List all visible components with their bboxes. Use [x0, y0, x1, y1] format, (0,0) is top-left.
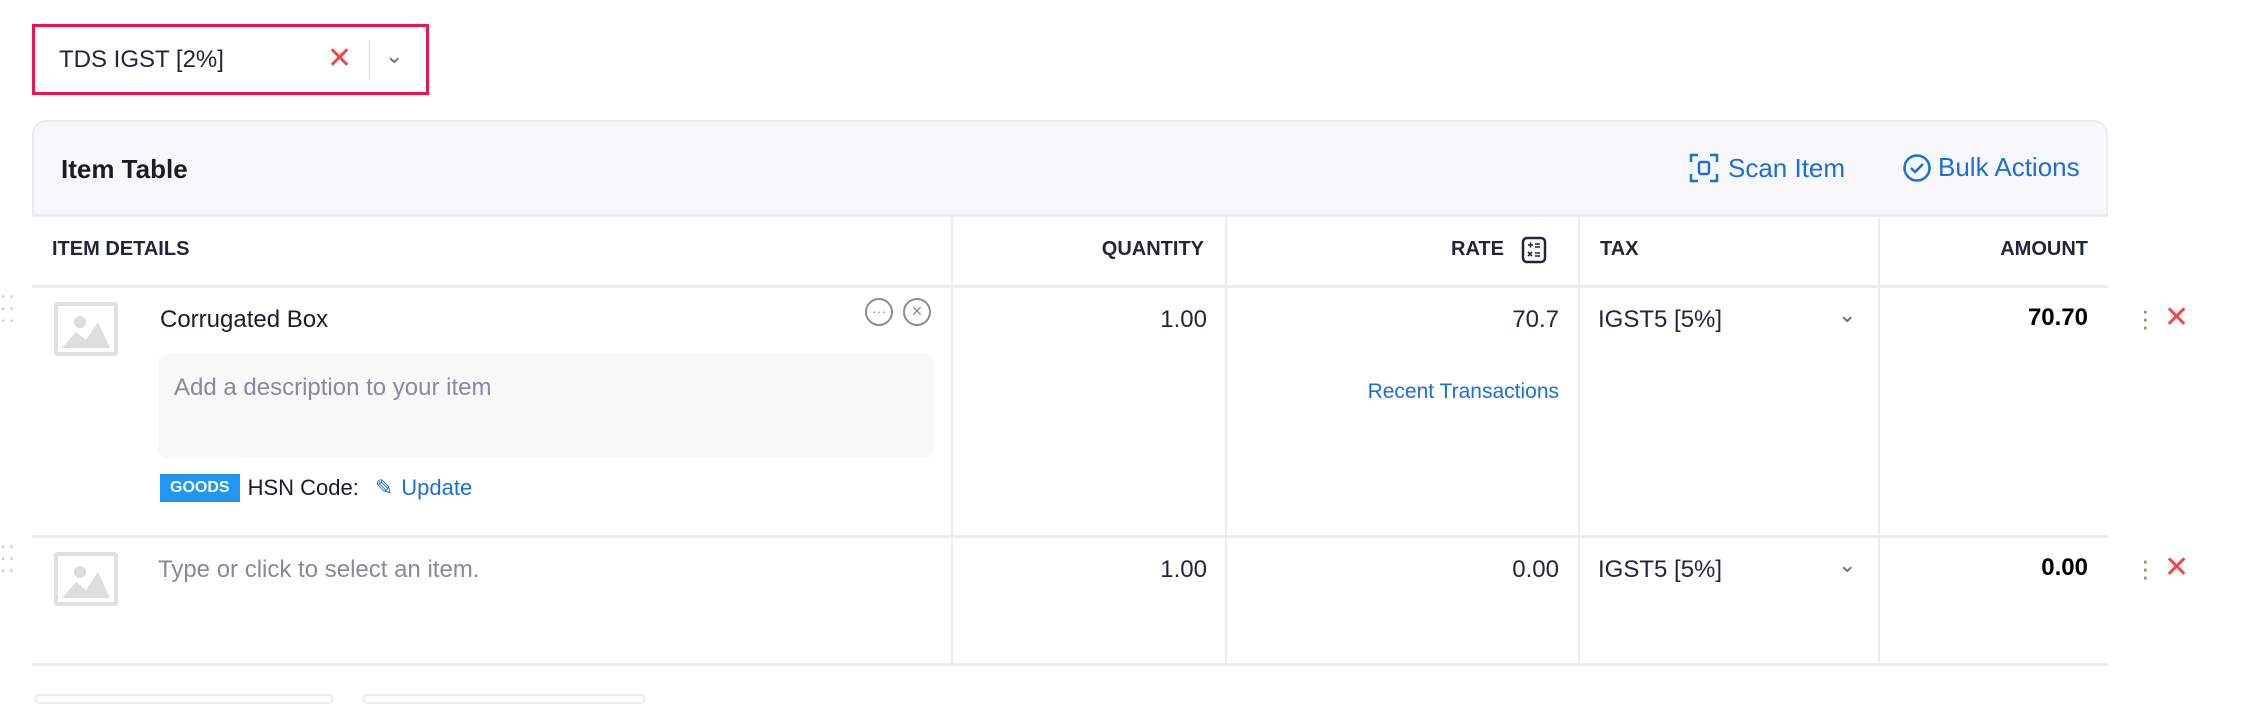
quantity-input[interactable]: 1.00: [1160, 556, 1207, 583]
drag-handle-icon[interactable]: ⁚⁚ ⁚⁚: [0, 293, 17, 327]
divider: [369, 41, 370, 79]
column-amount: AMOUNT: [2000, 238, 2088, 260]
amount-value: 70.70: [2027, 304, 2088, 331]
kebab-menu-icon[interactable]: · · ·: [2141, 545, 2150, 591]
add-items-in-bulk-button[interactable]: [362, 694, 646, 704]
divider: [32, 214, 2108, 217]
hsn-label: HSN Code:: [247, 475, 359, 500]
divider: [32, 285, 2108, 288]
divider: [1878, 216, 1880, 664]
divider: [1225, 216, 1227, 664]
delete-row-icon[interactable]: ✕: [2164, 551, 2190, 584]
bulk-actions-label: Bulk Actions: [1938, 152, 2080, 182]
divider: [951, 216, 953, 664]
scan-item-button[interactable]: Scan Item: [1688, 152, 1845, 184]
item-table-title: Item Table: [61, 154, 188, 184]
kebab-menu-icon[interactable]: · · ·: [2141, 295, 2150, 341]
column-rate: RATE: [1451, 238, 1504, 260]
chevron-down-icon[interactable]: ⌄: [385, 43, 404, 68]
column-tax: TAX: [1600, 238, 1639, 260]
calculator-icon[interactable]: [1521, 236, 1547, 264]
column-quantity: QUANTITY: [1101, 238, 1204, 260]
chevron-down-icon[interactable]: ⌄: [1838, 302, 1857, 327]
add-row-button[interactable]: [34, 694, 334, 704]
recent-transactions-link[interactable]: Recent Transactions: [1367, 380, 1559, 403]
rate-input[interactable]: 70.7: [1512, 306, 1559, 333]
remove-item-icon[interactable]: ✕: [903, 298, 931, 326]
rate-input[interactable]: 0.00: [1512, 556, 1559, 583]
item-select-input[interactable]: Type or click to select an item.: [158, 556, 480, 583]
tds-select[interactable]: TDS IGST [2%] ✕ ⌄: [32, 24, 429, 95]
goods-badge: GOODS: [160, 474, 240, 502]
scan-item-label: Scan Item: [1728, 152, 1846, 183]
divider: [32, 663, 2108, 666]
image-placeholder-icon[interactable]: [54, 552, 118, 606]
scan-icon: [1689, 153, 1719, 183]
hsn-row: GOODS HSN Code: ✎ Update: [160, 474, 472, 502]
item-table-header: Item Table Scan Item Bulk Actions: [32, 120, 2108, 216]
tds-select-value: TDS IGST [2%]: [59, 46, 224, 73]
divider: [32, 535, 2108, 538]
more-options-icon[interactable]: ···: [865, 298, 893, 326]
hsn-update-link[interactable]: Update: [401, 475, 473, 500]
delete-row-icon[interactable]: ✕: [2164, 301, 2190, 334]
chevron-down-icon[interactable]: ⌄: [1838, 552, 1857, 577]
amount-value: 0.00: [2041, 554, 2088, 581]
quantity-input[interactable]: 1.00: [1160, 306, 1207, 333]
tax-select[interactable]: IGST5 [5%]: [1598, 556, 1723, 583]
close-icon[interactable]: ✕: [327, 42, 353, 75]
item-name[interactable]: Corrugated Box: [160, 306, 329, 333]
description-input[interactable]: Add a description to your item: [158, 354, 934, 458]
tax-select[interactable]: IGST5 [5%]: [1598, 306, 1723, 333]
bulk-actions-button[interactable]: Bulk Actions: [1902, 152, 2080, 183]
check-circle-icon: [1903, 153, 1931, 182]
image-placeholder-icon[interactable]: [54, 302, 118, 356]
column-item-details: ITEM DETAILS: [52, 238, 190, 260]
pencil-icon: ✎: [374, 475, 394, 500]
divider: [1578, 216, 1580, 664]
drag-handle-icon[interactable]: ⁚⁚ ⁚⁚: [0, 543, 17, 577]
